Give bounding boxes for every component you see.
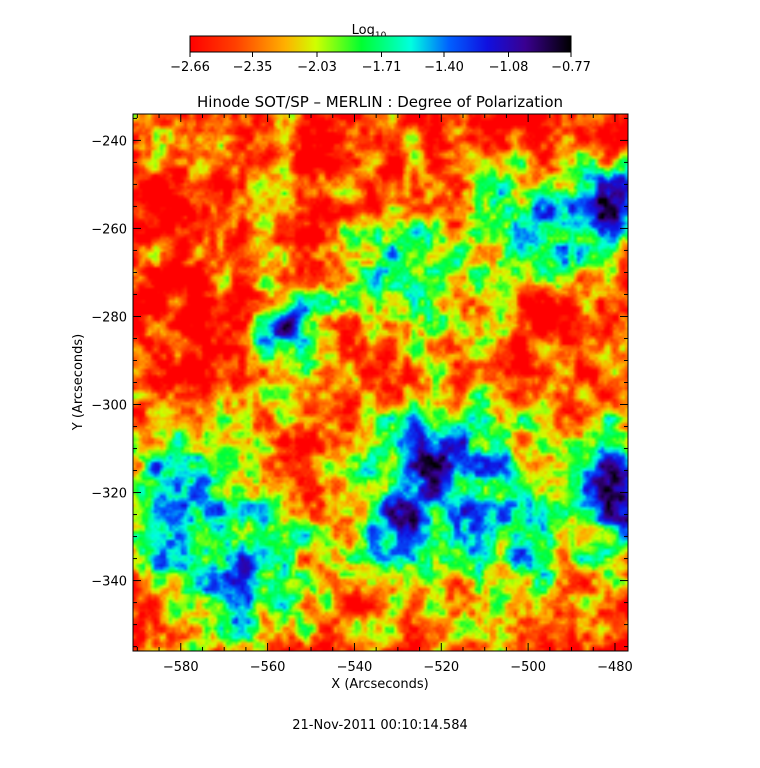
x-tick-label: −560 (250, 660, 286, 675)
colorbar: Log10 −2.66−2.35−2.03−1.71−1.40−1.08−0.7… (170, 23, 591, 75)
colorbar-tick-label: −2.03 (297, 60, 337, 75)
x-tick-label: −540 (337, 660, 373, 675)
colorbar-tick-label: −1.40 (424, 60, 464, 75)
colorbar-tick-label: −2.35 (233, 60, 273, 75)
colorbar-gradient (189, 35, 572, 53)
x-tick-label: −500 (510, 660, 546, 675)
timestamp: 21-Nov-2011 00:10:14.584 (292, 718, 468, 733)
y-tick-label: −260 (91, 222, 127, 237)
heatmap-image (133, 114, 628, 651)
x-axis-label: X (Arcseconds) (331, 677, 428, 692)
colorbar-tick-label: −1.71 (362, 60, 402, 75)
y-axis: −240 −260 −280 −300 −320 −340 (91, 117, 628, 648)
plot-area (132, 113, 629, 652)
colorbar-tick-label: −0.77 (551, 60, 591, 75)
x-tick-label: −480 (597, 660, 633, 675)
y-tick-label: −340 (91, 575, 127, 590)
x-tick-label: −580 (163, 660, 199, 675)
y-tick-label: −240 (91, 134, 127, 149)
colorbar-tick-label: −1.08 (489, 60, 529, 75)
y-tick-label: −300 (91, 399, 127, 414)
colorbar-tick-label: −2.66 (170, 60, 210, 75)
y-tick-label: −320 (91, 487, 127, 502)
x-axis: −580 −560 −540 −520 −500 −480 (136, 114, 633, 675)
chart-title: Hinode SOT/SP – MERLIN : Degree of Polar… (197, 93, 563, 111)
x-tick-label: −520 (423, 660, 459, 675)
y-tick-label: −280 (91, 310, 127, 325)
colorbar-ticks: −2.66 −2.35 −2.03 −1.71 −1.40 −1.08 −0.77 (170, 52, 591, 75)
y-axis-label: Y (Arcseconds) (71, 334, 86, 431)
